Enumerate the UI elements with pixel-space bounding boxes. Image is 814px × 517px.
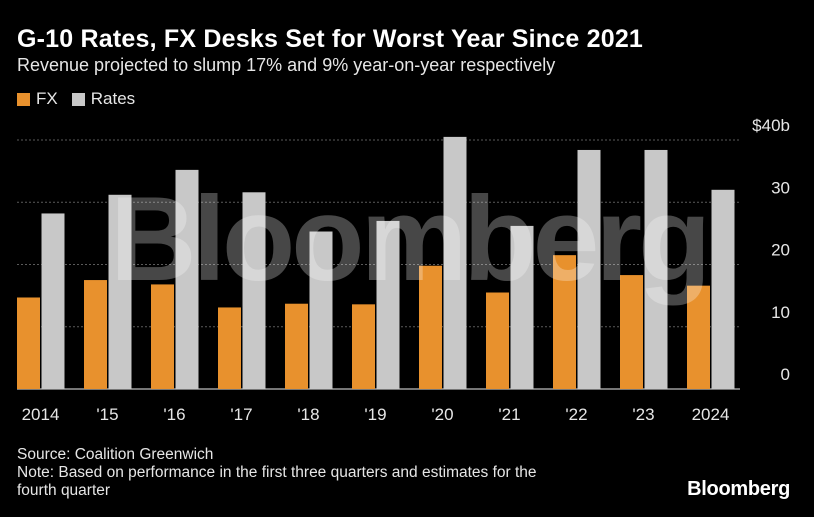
bar-fx-10 [687,285,710,389]
methodology-note-line1: Note: Based on performance in the first … [17,464,537,481]
bar-rates-9 [644,149,668,389]
legend-item-rates: Rates [71,89,136,109]
legend-item-fx: FX [17,89,58,109]
bar-fx-4 [285,303,308,389]
x-tick-label-7: '21 [498,405,520,424]
bar-rates-6 [443,136,467,389]
bar-fx-1 [84,280,107,389]
y-tick-label-40: $40b [752,116,790,135]
chart-title: G-10 Rates, FX Desks Set for Worst Year … [17,25,644,53]
chart-subtitle: Revenue projected to slump 17% and 9% ye… [17,55,556,75]
x-tick-label-8: '22 [565,405,587,424]
x-tick-label-3: '17 [230,405,252,424]
bar-rates-8 [577,149,601,389]
bar-fx-2 [151,284,174,389]
bar-rates-2 [175,169,199,389]
x-tick-label-1: '15 [96,405,118,424]
bar-fx-7 [486,292,509,389]
bar-rates-5 [376,220,400,389]
x-tick-label-4: '18 [297,405,319,424]
y-tick-label-10: 10 [771,303,790,322]
x-tick-label-10: 2024 [692,405,730,424]
x-tick-label-6: '20 [431,405,453,424]
bar-rates-4 [309,231,333,389]
source-note: Source: Coalition Greenwich [17,446,214,463]
bar-fx-3 [218,307,241,389]
bar-rates-3 [242,192,266,389]
legend-label-fx: FX [36,89,58,108]
bar-fx-0 [17,297,40,389]
legend-swatch-rates [71,92,85,106]
bar-fx-5 [352,304,375,389]
x-tick-label-5: '19 [364,405,386,424]
x-tick-label-0: 2014 [22,405,60,424]
chart-legend: FX Rates [17,89,149,109]
bar-rates-7 [510,225,534,389]
bar-fx-8 [553,255,576,389]
y-tick-label-0: 0 [781,365,790,384]
chart-footer: Source: Coalition Greenwich Note: Based … [17,446,537,500]
bar-rates-0 [41,213,65,389]
bar-rates-10 [711,189,735,389]
bar-rates-1 [108,194,132,389]
legend-label-rates: Rates [90,89,136,108]
bloomberg-logo: Bloomberg [687,478,790,500]
y-tick-label-30: 30 [771,178,790,197]
x-tick-label-9: '23 [632,405,654,424]
bar-fx-6 [419,265,442,389]
methodology-note-line2: fourth quarter [17,482,111,499]
bar-fx-9 [620,275,643,389]
x-tick-label-2: '16 [163,405,185,424]
y-tick-label-20: 20 [771,241,790,260]
legend-swatch-fx [17,92,30,106]
